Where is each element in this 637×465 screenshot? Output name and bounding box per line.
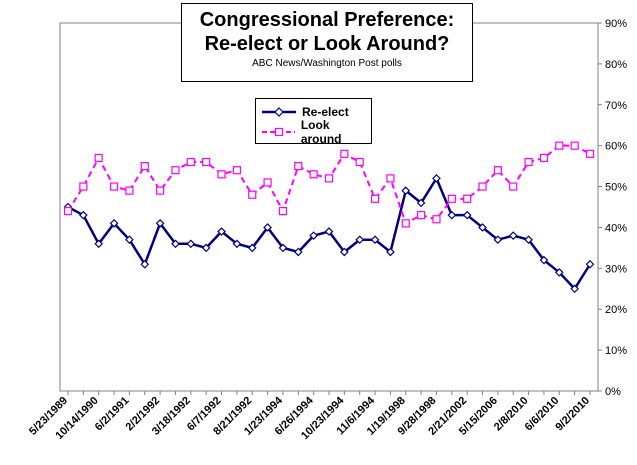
data-point-look-around [539, 153, 549, 163]
data-point-look-around [524, 157, 533, 167]
data-point-look-around [94, 153, 103, 163]
y-tick-label: 70% [605, 100, 627, 112]
data-point-look-around [109, 182, 119, 191]
data-point-look-around [248, 190, 257, 199]
data-point-reelect [539, 255, 549, 265]
legend-swatch-look-around [262, 127, 295, 137]
data-point-look-around [401, 219, 410, 228]
data-point-look-around [171, 166, 180, 175]
data-point-reelect [247, 243, 257, 253]
data-point-reelect [278, 243, 288, 253]
data-point-reelect [570, 284, 579, 294]
data-point-look-around [340, 149, 349, 158]
data-point-look-around [478, 182, 487, 191]
y-tick-label: 30% [605, 263, 627, 275]
y-tick-label: 10% [605, 345, 627, 357]
data-point-reelect [309, 231, 318, 240]
chart-subtitle: ABC News/Washington Post polls [252, 58, 402, 69]
x-axis: 5/23/198910/14/19906/2/19912/2/19923/18/… [27, 391, 592, 442]
y-tick-label: 0% [605, 386, 621, 398]
data-point-look-around [232, 166, 241, 175]
data-point-look-around [202, 157, 211, 167]
data-point-reelect [432, 174, 441, 183]
data-point-look-around [585, 149, 595, 158]
data-point-reelect [340, 247, 349, 257]
data-point-reelect [232, 239, 242, 249]
data-point-reelect [79, 210, 88, 220]
y-tick-label: 50% [605, 182, 627, 194]
legend-label-reelect: Re-elect [302, 105, 349, 119]
data-point-look-around [324, 174, 334, 183]
data-point-reelect [447, 210, 457, 220]
data-point-reelect [524, 235, 533, 245]
data-point-reelect [217, 227, 226, 236]
y-tick-label: 60% [605, 141, 627, 153]
data-point-look-around [417, 211, 426, 220]
data-point-look-around [493, 166, 502, 175]
data-point-reelect [370, 235, 380, 245]
data-point-look-around [294, 162, 303, 171]
data-point-reelect [585, 259, 595, 269]
data-point-reelect [201, 243, 211, 253]
data-point-reelect [554, 268, 564, 277]
legend-item-look-around: Look around [262, 118, 371, 146]
data-point-look-around [156, 186, 165, 195]
y-tick-label: 80% [605, 59, 627, 71]
x-tick-label: 9/2/2010 [553, 395, 592, 434]
data-point-look-around [125, 186, 134, 195]
data-point-look-around [555, 141, 564, 150]
data-point-reelect [508, 231, 518, 240]
data-point-reelect [416, 198, 426, 208]
data-point-reelect [94, 239, 104, 249]
data-point-look-around [463, 194, 472, 203]
data-point-look-around [309, 170, 318, 179]
data-point-reelect [293, 247, 303, 257]
plot-area [59, 22, 599, 392]
data-point-reelect [355, 235, 365, 245]
data-point-reelect [493, 235, 503, 245]
data-point-reelect [401, 186, 411, 195]
series-layer [63, 141, 595, 294]
data-point-reelect [263, 223, 272, 232]
y-axis: 0% 10% 20% 30% 40% 50% 60% 70% 80% 90% [598, 18, 627, 398]
data-point-look-around [140, 162, 149, 171]
data-point-reelect [125, 235, 134, 245]
data-point-look-around [447, 194, 456, 203]
data-point-look-around [278, 206, 288, 216]
data-point-look-around [79, 182, 88, 191]
data-point-reelect [109, 219, 119, 228]
data-point-look-around [263, 178, 272, 187]
data-point-look-around [432, 215, 441, 224]
data-point-reelect [324, 227, 334, 236]
data-point-look-around [186, 157, 195, 167]
chart-title: Congressional Preference: Re-elect or Lo… [199, 9, 455, 55]
chart-title-box: Congressional Preference: Re-elect or Lo… [181, 3, 473, 82]
data-point-reelect [386, 247, 395, 257]
legend-label-look-around: Look around [300, 118, 342, 146]
data-point-look-around [217, 170, 226, 179]
data-point-look-around [386, 174, 395, 183]
data-point-reelect [478, 223, 487, 232]
y-tick-label: 40% [605, 222, 627, 234]
data-point-look-around [370, 194, 380, 203]
data-point-reelect [171, 239, 180, 249]
data-point-look-around [509, 182, 518, 191]
data-point-reelect [462, 210, 472, 220]
y-tick-label: 90% [605, 18, 627, 30]
chart-legend: Re-elect Look around [255, 98, 372, 146]
data-point-look-around [63, 206, 73, 216]
data-point-look-around [570, 141, 579, 150]
y-tick-label: 20% [605, 304, 627, 316]
data-point-reelect [140, 259, 150, 269]
data-point-look-around [355, 157, 364, 167]
data-point-reelect [186, 239, 196, 249]
data-point-reelect [155, 219, 165, 228]
legend-swatch-reelect [262, 107, 296, 117]
legend-item-reelect: Re-elect [262, 103, 349, 121]
